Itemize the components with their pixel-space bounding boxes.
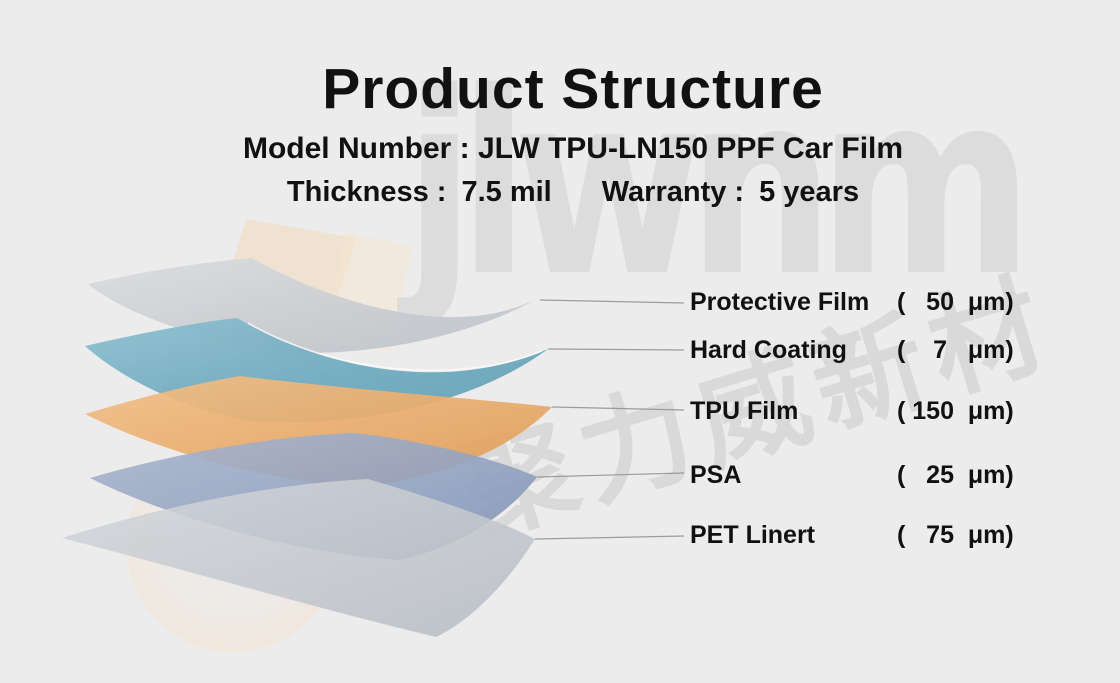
warranty-value: 5 years	[759, 175, 860, 208]
layer-thickness: ( 150 μm)	[897, 397, 1014, 425]
spec-line: Thickness : 7.5 mil Warranty : 5 years	[26, 176, 1120, 209]
layer-label: Protective Film	[690, 288, 870, 316]
leader-line-tpu-film	[551, 406, 685, 411]
leader-line-pet-linert	[534, 535, 685, 540]
leader-line-psa	[536, 472, 685, 478]
model-number: Model Number : JLW TPU-LN150 PPF Car Fil…	[242, 131, 904, 165]
layer-label: PET Linert	[690, 521, 816, 549]
watermark-latin: jlwnm	[404, 39, 1033, 332]
layer-highlight-arc	[247, 322, 543, 372]
layer-label: PSA	[690, 461, 742, 489]
layer-thickness: ( 7 μm)	[897, 336, 1014, 364]
warranty-label: Warranty :	[601, 175, 745, 208]
layer-label: Hard Coating	[690, 336, 847, 364]
layer-thickness: ( 75 μm)	[897, 521, 1014, 549]
layer-label: TPU Film	[690, 397, 799, 425]
thickness-label: Thickness :	[286, 175, 447, 208]
warranty-spec: Warranty : 5 years	[602, 176, 859, 209]
layer-shape-pet-linert	[62, 479, 535, 637]
layer-thickness: ( 50 μm)	[897, 288, 1014, 316]
header: Product Structure Model Number : JLW TPU…	[0, 0, 1120, 209]
leader-line-protective-film	[539, 299, 685, 304]
page-title: Product Structure	[322, 57, 824, 121]
leader-line-hard-coating	[547, 348, 685, 351]
thickness-value: 7.5 mil	[461, 175, 552, 208]
thickness-spec: Thickness : 7.5 mil	[287, 176, 552, 209]
layer-thickness: ( 25 μm)	[897, 461, 1014, 489]
